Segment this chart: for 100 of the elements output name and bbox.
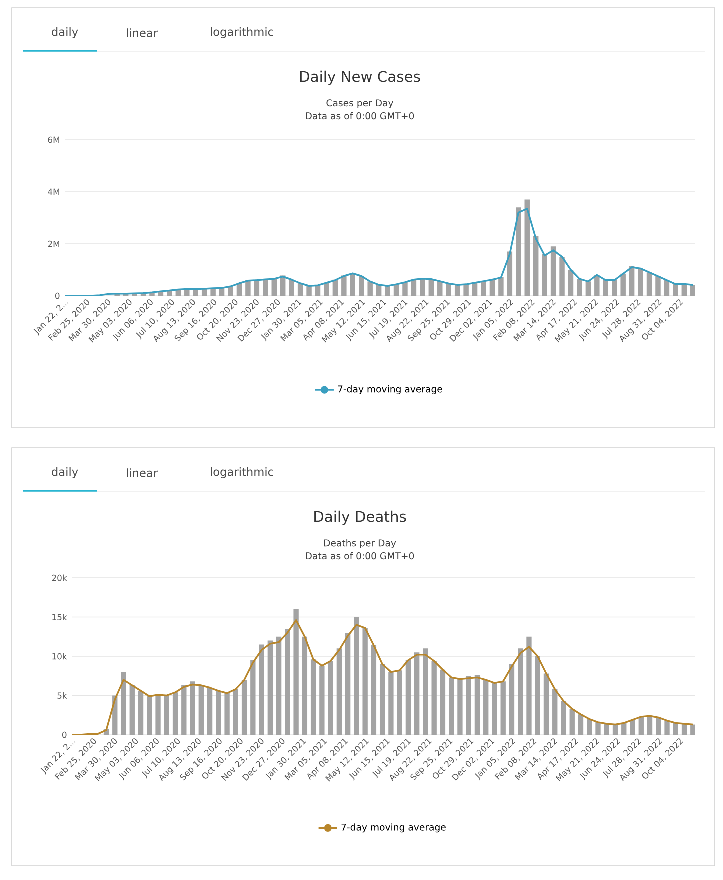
y-tick-label: 4M: [48, 188, 60, 196]
bar: [268, 640, 274, 735]
bar: [446, 284, 452, 296]
text: daily: [52, 28, 78, 38]
bar: [656, 718, 662, 735]
bar: [629, 266, 635, 296]
y-tick-label: 0: [55, 292, 60, 300]
bar: [164, 696, 170, 735]
bar: [490, 280, 496, 296]
bar: [578, 714, 584, 735]
bar: [673, 723, 678, 735]
bar: [156, 694, 161, 735]
bar: [550, 246, 556, 296]
bar: [474, 675, 480, 735]
chart-subtitle: Cases per Day: [326, 100, 394, 108]
y-tick-label: 0: [62, 732, 67, 738]
bar: [216, 691, 222, 735]
bar: [481, 281, 486, 296]
bar: [242, 680, 248, 735]
bar: [620, 274, 626, 296]
bar: [526, 636, 532, 735]
bar: [568, 270, 574, 296]
bar: [638, 716, 644, 735]
bar: [121, 672, 126, 735]
bar: [656, 276, 661, 296]
bar: [342, 276, 347, 296]
bar: [388, 672, 394, 735]
y-tick-label: 15k: [52, 614, 68, 620]
bar: [464, 284, 469, 296]
bar: [630, 720, 636, 735]
bar: [533, 236, 539, 296]
bar: [285, 629, 290, 735]
bar: [570, 709, 575, 735]
legend-label: 7-day moving average: [342, 824, 446, 833]
bar: [306, 286, 312, 296]
y-tick-label: 6M: [48, 136, 60, 144]
text: linear: [127, 28, 158, 38]
bar: [336, 648, 342, 735]
bar: [542, 254, 548, 296]
bar: [577, 279, 582, 296]
bar: [603, 280, 609, 296]
bar: [518, 648, 524, 735]
y-tick-label: 2M: [48, 240, 60, 248]
bar: [362, 628, 368, 735]
bar: [673, 284, 678, 296]
bar: [449, 678, 454, 735]
bar: [233, 689, 238, 735]
bar: [612, 724, 618, 735]
bar: [385, 286, 390, 296]
text: logarithmic: [211, 28, 274, 38]
chart-title: Daily Deaths: [314, 510, 406, 526]
bar: [509, 664, 515, 735]
bar: [380, 664, 386, 735]
bar: [484, 680, 489, 735]
bar: [224, 693, 230, 735]
bar: [414, 652, 420, 735]
chart-title: Daily New Cases: [300, 70, 420, 86]
bar: [354, 617, 360, 735]
bar: [345, 632, 351, 735]
bar: [320, 666, 325, 735]
bar: [638, 268, 644, 296]
bar: [432, 661, 437, 735]
bar: [228, 286, 234, 296]
y-tick-label: 5k: [58, 692, 68, 699]
text: Data as of 0:00 GMT+0: [306, 552, 414, 560]
bar: [359, 276, 364, 296]
bar: [498, 277, 504, 296]
bar: [310, 660, 316, 735]
bar: [586, 282, 592, 296]
bar: [182, 686, 187, 735]
bar: [147, 696, 152, 735]
text: logarithmic: [211, 468, 274, 478]
bar: [259, 644, 264, 735]
bar: [328, 661, 334, 735]
bar: [190, 682, 196, 735]
bar: [612, 280, 618, 296]
text: daily: [52, 468, 78, 478]
bar: [500, 682, 506, 735]
bar: [466, 676, 472, 735]
bar: [622, 723, 627, 735]
bar: [254, 280, 260, 296]
legend-label: 7-day moving average: [338, 386, 442, 395]
bar: [646, 272, 652, 296]
bar: [368, 282, 373, 296]
bar: [561, 701, 566, 735]
bar: [250, 660, 256, 735]
text: linear: [127, 468, 158, 478]
bar: [587, 719, 592, 735]
bar: [324, 282, 330, 296]
bar: [544, 674, 550, 735]
bar: [172, 692, 178, 735]
bar: [438, 281, 443, 296]
text: Data as of 0:00 GMT+0: [306, 112, 414, 120]
bar: [130, 686, 135, 735]
bar: [458, 679, 463, 735]
bar: [198, 686, 204, 735]
bar: [492, 683, 498, 735]
bar: [411, 280, 417, 296]
bar: [664, 720, 670, 735]
bar: [560, 256, 565, 296]
